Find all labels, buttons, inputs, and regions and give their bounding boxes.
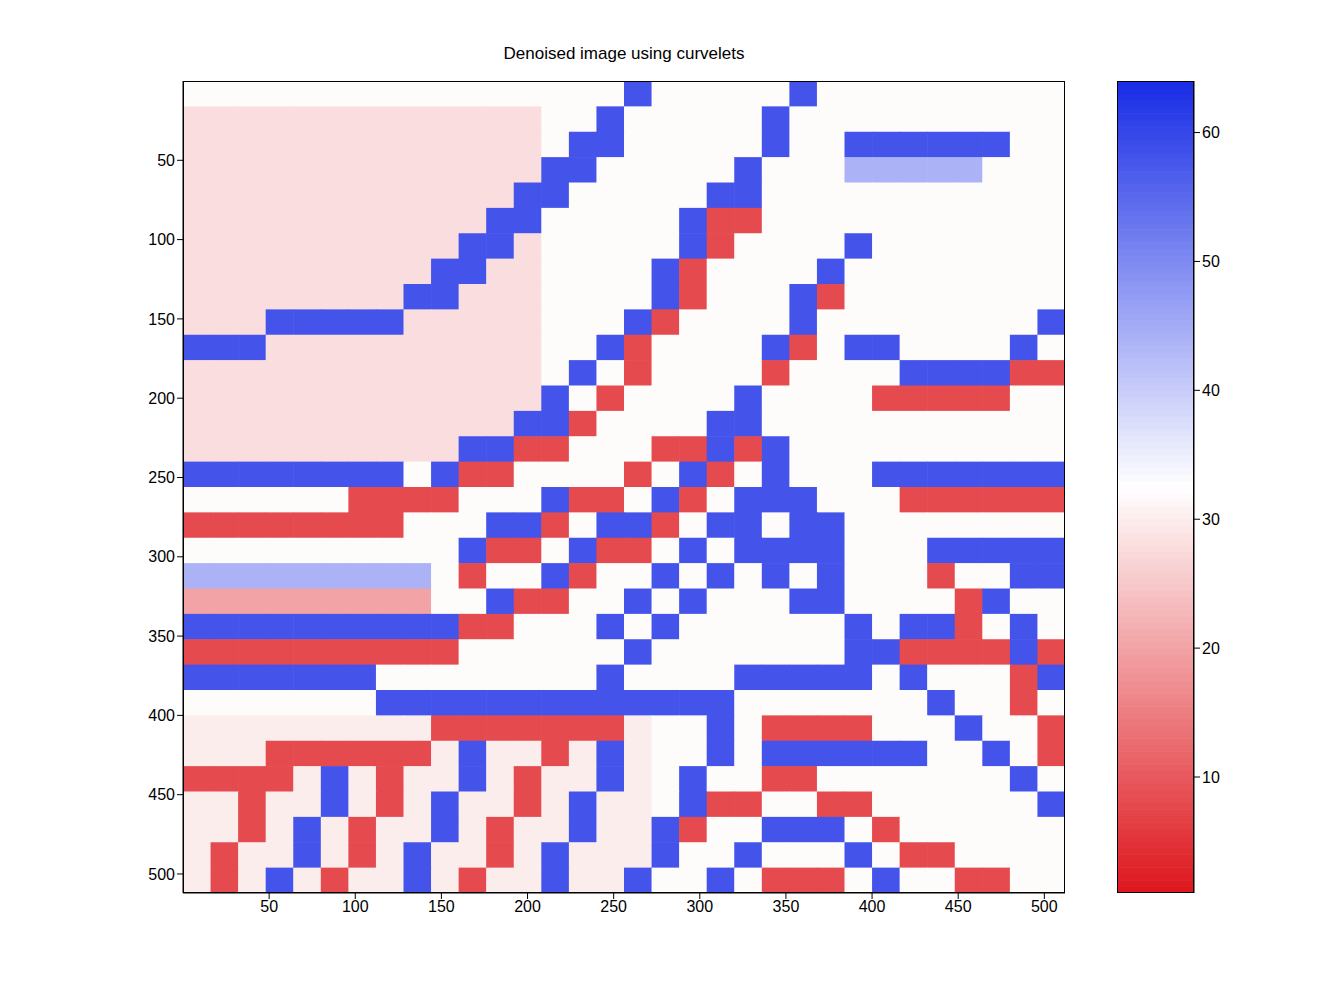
- svg-text:20: 20: [1202, 640, 1220, 657]
- svg-text:30: 30: [1202, 511, 1220, 528]
- svg-text:300: 300: [148, 548, 175, 565]
- svg-text:50: 50: [260, 898, 278, 915]
- svg-text:100: 100: [342, 898, 369, 915]
- svg-text:400: 400: [859, 898, 886, 915]
- svg-text:50: 50: [157, 152, 175, 169]
- svg-text:300: 300: [686, 898, 713, 915]
- svg-text:40: 40: [1202, 382, 1220, 399]
- svg-text:60: 60: [1202, 124, 1220, 141]
- svg-text:200: 200: [148, 390, 175, 407]
- svg-text:350: 350: [773, 898, 800, 915]
- svg-text:150: 150: [148, 311, 175, 328]
- svg-text:450: 450: [945, 898, 972, 915]
- html-text:Denoised image using curvelets: Denoised image using curvelets: [503, 44, 745, 63]
- svg-text:500: 500: [1031, 898, 1058, 915]
- svg-text:200: 200: [514, 898, 541, 915]
- svg-text:250: 250: [148, 469, 175, 486]
- svg-text:150: 150: [428, 898, 455, 915]
- svg-text:250: 250: [600, 898, 627, 915]
- svg-text:10: 10: [1202, 769, 1220, 786]
- svg-text:500: 500: [148, 866, 175, 883]
- svg-text:50: 50: [1202, 253, 1220, 270]
- svg-text:400: 400: [148, 707, 175, 724]
- svg-text:100: 100: [148, 231, 175, 248]
- svg-text:450: 450: [148, 786, 175, 803]
- svg-text:350: 350: [148, 628, 175, 645]
